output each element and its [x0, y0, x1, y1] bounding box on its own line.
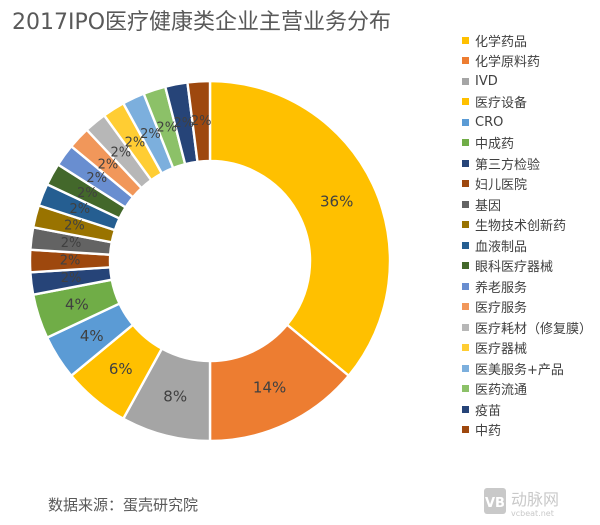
data-label-15: 2% — [110, 146, 131, 161]
legend-swatch — [462, 180, 469, 188]
legend-item: 血液制品 — [462, 235, 592, 256]
legend-swatch — [462, 57, 469, 65]
data-label-20: 2% — [191, 114, 212, 129]
legend-swatch — [462, 426, 469, 434]
legend-item: 化学原料药 — [462, 51, 592, 72]
data-label-14: 2% — [98, 158, 119, 173]
data-label-4: 6% — [109, 360, 133, 378]
legend-label: 医疗服务 — [475, 301, 528, 317]
legend-label: 中药 — [475, 424, 502, 440]
legend-item: IVD — [462, 71, 592, 92]
legend-label: 疫苗 — [475, 403, 502, 419]
legend-label: 医疗设备 — [475, 96, 528, 112]
legend-item: 养老服务 — [462, 276, 592, 297]
legend-swatch — [462, 405, 469, 413]
legend-item: 中药 — [462, 420, 592, 441]
data-label-13: 2% — [86, 171, 107, 186]
legend-swatch — [462, 98, 469, 106]
data-label-11: 2% — [70, 202, 91, 217]
legend-label: 第三方检验 — [475, 157, 541, 173]
legend-swatch — [462, 139, 469, 147]
legend-item: 眼科医疗器械 — [462, 256, 592, 277]
legend-label: 中成药 — [475, 137, 515, 153]
legend-label: 医疗器械 — [475, 342, 528, 358]
legend-swatch — [462, 303, 469, 311]
data-label-3: 8% — [163, 388, 187, 406]
svg-text:动脉网: 动脉网 — [511, 490, 559, 509]
legend-item: 医美服务+产品 — [462, 358, 592, 379]
legend-label: 妇儿医院 — [475, 178, 528, 194]
legend-swatch — [462, 385, 469, 393]
data-label-17: 2% — [140, 127, 161, 142]
legend-label: 眼科医疗器械 — [475, 260, 554, 276]
legend-label: 基因 — [475, 198, 502, 214]
data-label-16: 2% — [125, 135, 146, 150]
legend-swatch — [462, 159, 469, 167]
legend-swatch — [462, 118, 469, 126]
legend: 化学药品化学原料药 IVD 医疗设备 CRO 中成药第三方检验妇儿医院基因生物技术创新药… — [462, 30, 592, 440]
legend-item: 医疗服务 — [462, 297, 592, 318]
legend-item: 第三方检验 — [462, 153, 592, 174]
data-label-9: 2% — [61, 236, 82, 251]
data-label-8: 2% — [60, 254, 81, 269]
legend-item: 医疗设备 — [462, 92, 592, 113]
data-label-6: 4% — [65, 295, 89, 313]
data-label-2: 14% — [253, 379, 286, 397]
legend-item: 医疗耗材（修复膜） — [462, 317, 592, 338]
slice-20 — [186, 79, 212, 164]
legend-label: 化学药品 — [475, 34, 528, 50]
legend-label: IVD — [475, 73, 498, 89]
legend-swatch — [462, 364, 469, 372]
legend-label: 生物技术创新药 — [475, 219, 567, 235]
legend-swatch — [462, 282, 469, 290]
legend-item: 医疗器械 — [462, 338, 592, 359]
legend-swatch — [462, 344, 469, 352]
source-note: 数据来源：蛋壳研究院 — [48, 496, 199, 514]
svg-text:vcbeat.net: vcbeat.net — [511, 509, 554, 518]
data-label-19: 2% — [173, 116, 194, 131]
slice-1 — [208, 79, 392, 378]
legend-label: 医疗耗材（修复膜） — [475, 321, 593, 337]
data-label-10: 2% — [64, 219, 85, 234]
legend-swatch — [462, 323, 469, 331]
data-label-1: 36% — [320, 192, 353, 210]
slices-group — [28, 79, 392, 443]
legend-item: 化学药品 — [462, 30, 592, 51]
legend-label: 医药流通 — [475, 383, 528, 399]
data-label-18: 2% — [156, 120, 177, 135]
vcbeat-logo: VB 动脉网 vcbeat.net — [484, 488, 559, 518]
legend-swatch — [462, 221, 469, 229]
legend-item: 妇儿医院 — [462, 174, 592, 195]
labels-group: 36%14%8%6%4%4%2%2%2%2%2%2%2%2%2%2%2%2%2%… — [60, 114, 354, 406]
legend-item: 基因 — [462, 194, 592, 215]
legend-item: 医药流通 — [462, 379, 592, 400]
legend-swatch — [462, 262, 469, 270]
legend-item: CRO — [462, 112, 592, 133]
legend-swatch — [462, 200, 469, 208]
legend-label: 血液制品 — [475, 239, 528, 255]
legend-label: 化学原料药 — [475, 55, 541, 71]
chart-title: 2017IPO医疗健康类企业主营业务分布 — [12, 10, 392, 35]
legend-item: 中成药 — [462, 133, 592, 154]
legend-swatch — [462, 241, 469, 249]
legend-swatch — [462, 77, 469, 85]
data-label-5: 4% — [80, 327, 104, 345]
legend-swatch — [462, 36, 469, 44]
svg-text:VB: VB — [485, 496, 505, 511]
data-label-12: 2% — [77, 186, 98, 201]
legend-label: CRO — [475, 114, 504, 130]
legend-label: 养老服务 — [475, 280, 528, 296]
data-label-7: 2% — [61, 271, 82, 286]
legend-label: 医美服务+产品 — [475, 362, 564, 378]
legend-item: 生物技术创新药 — [462, 215, 592, 236]
legend-item: 疫苗 — [462, 399, 592, 420]
